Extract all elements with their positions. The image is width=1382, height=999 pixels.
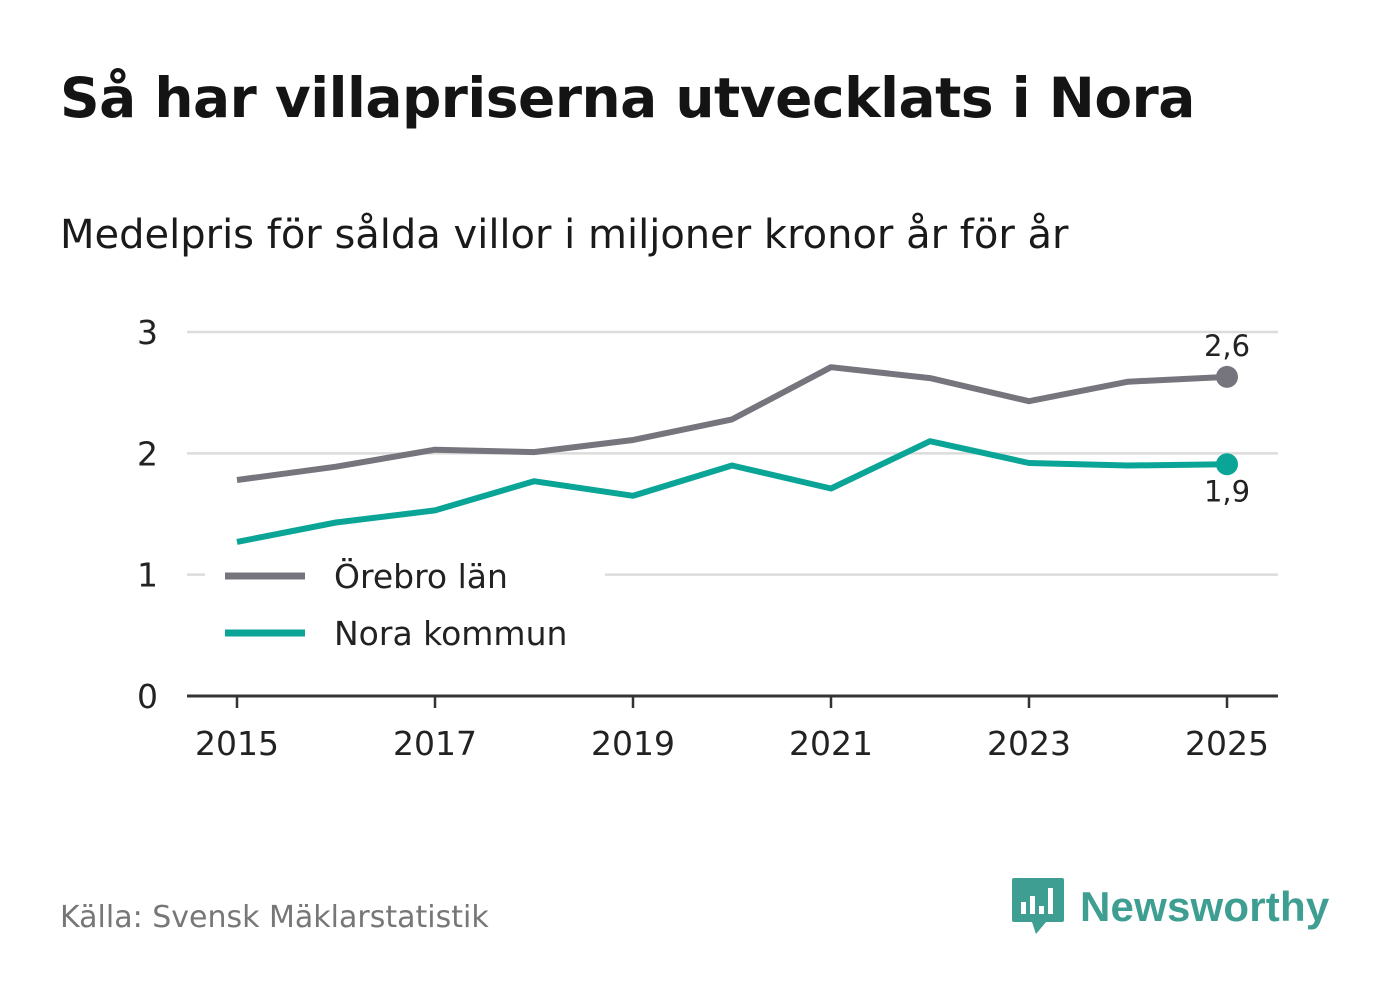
x-tick-label: 2019 bbox=[591, 724, 675, 763]
series-line-0 bbox=[236, 364, 1228, 483]
x-tick-label: 2017 bbox=[393, 724, 477, 763]
newsworthy-logo-icon bbox=[1012, 878, 1064, 934]
x-tick-label: 2025 bbox=[1185, 724, 1269, 763]
series-end-point-0 bbox=[1216, 365, 1238, 388]
series-line-1 bbox=[236, 438, 1228, 545]
series-lines: 2,6 1,9 bbox=[236, 329, 1250, 545]
y-tick-label: 1 bbox=[137, 556, 158, 595]
series-end-label-0: 2,6 bbox=[1204, 329, 1250, 363]
legend-label-0: Örebro län bbox=[334, 556, 508, 596]
y-tick-label: 0 bbox=[137, 677, 158, 716]
chart-subtitle: Medelpris för sålda villor i miljoner kr… bbox=[60, 212, 1069, 258]
legend: Örebro län Nora kommun bbox=[225, 556, 567, 653]
legend-box bbox=[205, 550, 605, 660]
series-end-point-1 bbox=[1216, 453, 1238, 476]
source-note: Källa: Svensk Mäklarstatistik bbox=[60, 900, 489, 935]
x-tick-label: 2023 bbox=[987, 724, 1071, 763]
series-end-label-1: 1,9 bbox=[1204, 474, 1250, 508]
legend-label-1: Nora kommun bbox=[334, 614, 567, 653]
y-tick-label: 3 bbox=[137, 313, 158, 352]
y-axis-ticks: 0 1 2 3 bbox=[137, 313, 158, 716]
brand-name: Newsworthy bbox=[1080, 883, 1330, 930]
gridlines bbox=[187, 330, 1278, 698]
y-tick-label: 2 bbox=[137, 434, 158, 473]
x-axis-ticks: 2015 2017 2019 2021 2023 2025 bbox=[195, 696, 1269, 763]
legend-background bbox=[205, 550, 605, 660]
brand-logo[interactable]: Newsworthy bbox=[1010, 876, 1329, 938]
x-tick-label: 2021 bbox=[789, 724, 873, 763]
x-tick-label: 2015 bbox=[195, 724, 279, 763]
chart-title: Så har villapriserna utvecklats i Nora bbox=[60, 66, 1195, 130]
